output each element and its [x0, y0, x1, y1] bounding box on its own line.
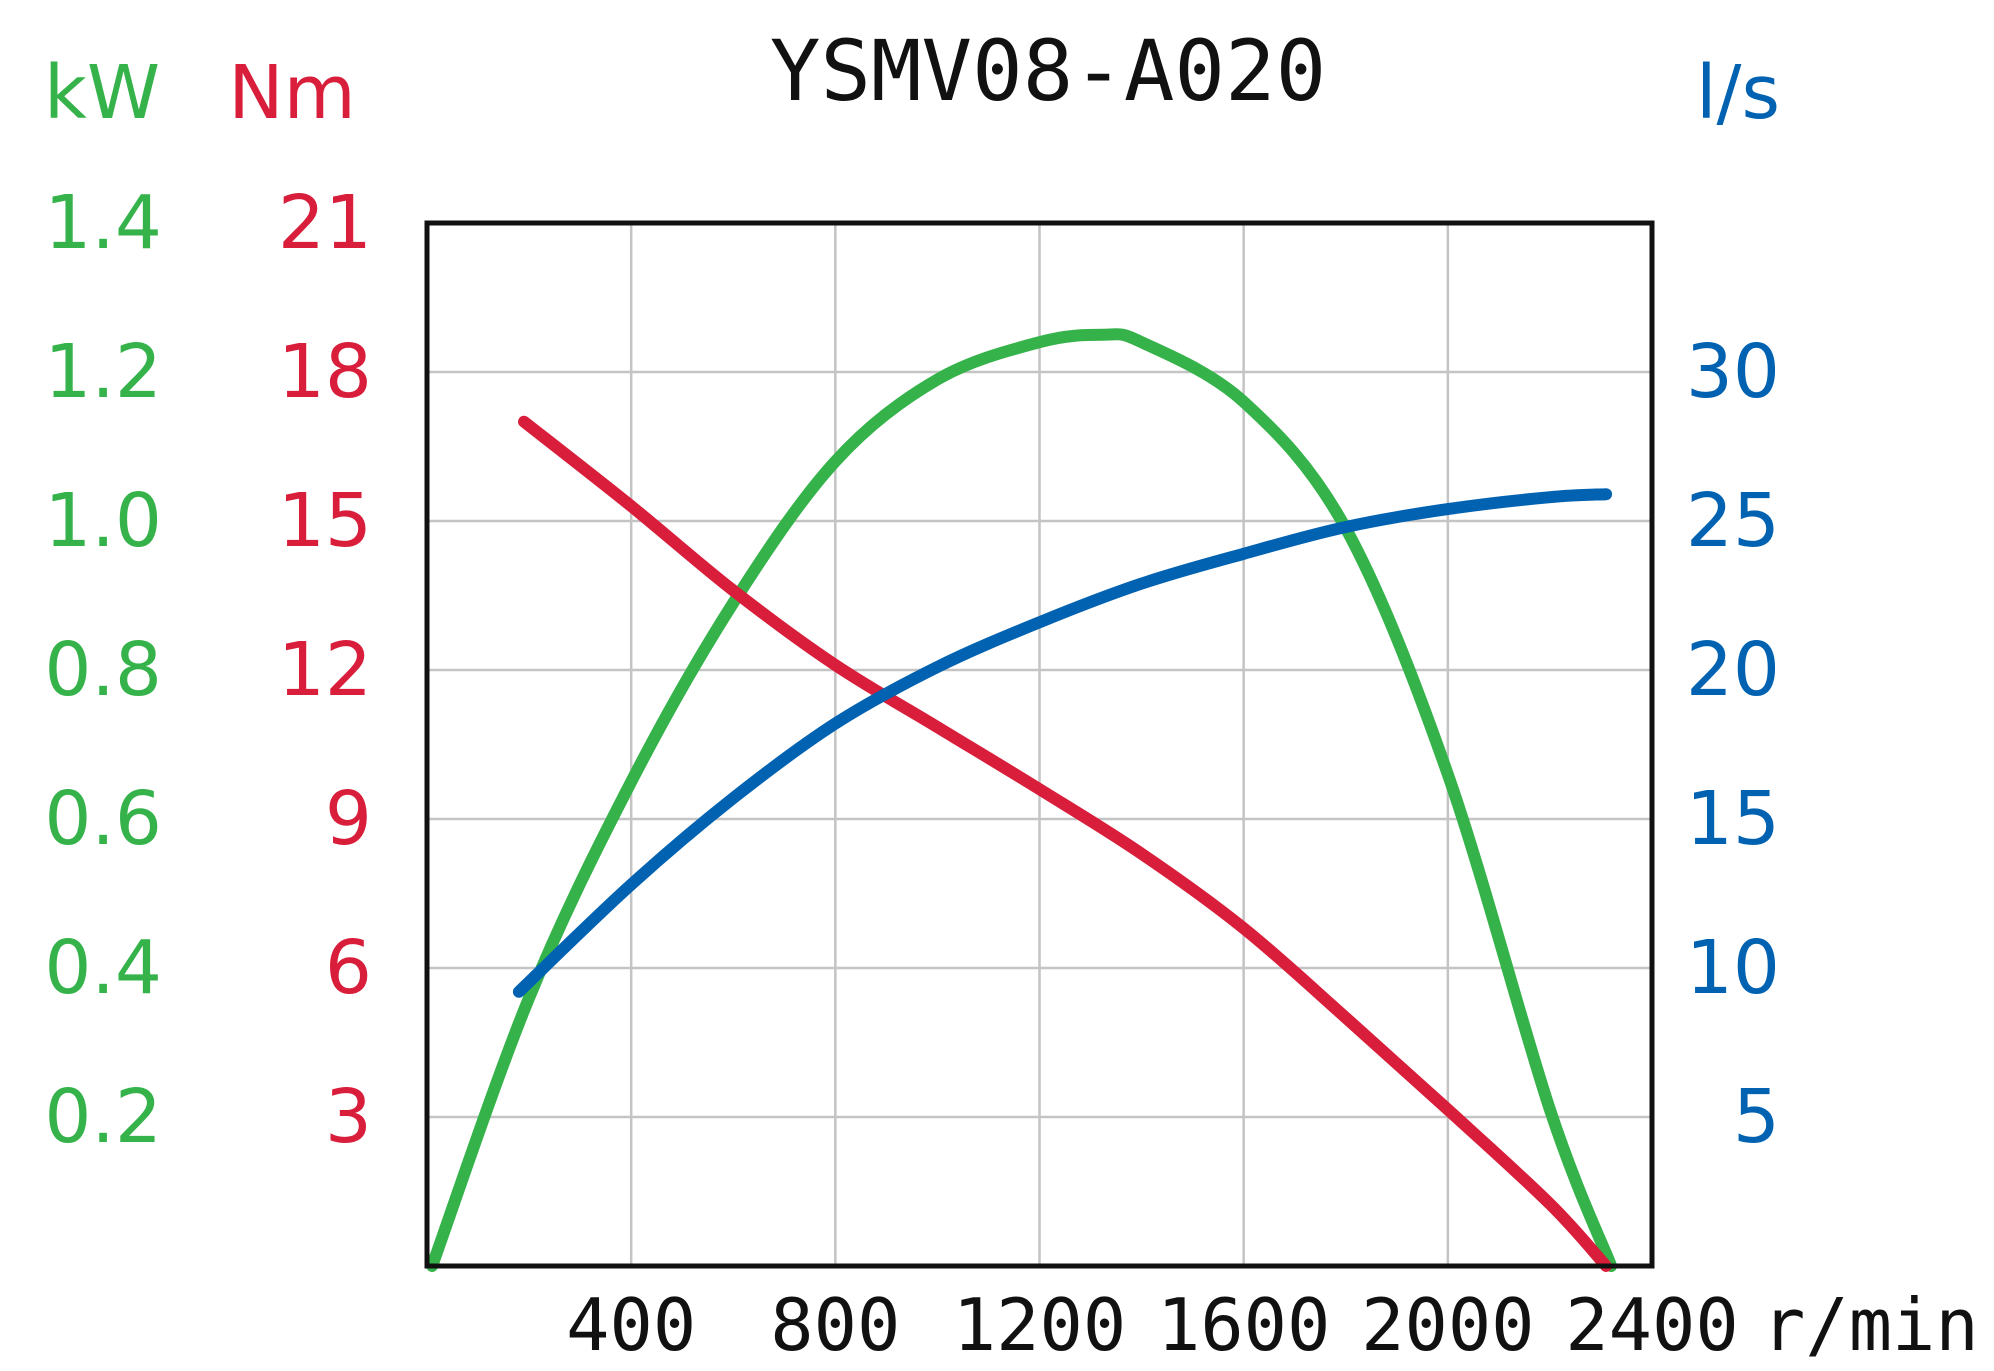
speed-tick-label: 400 [566, 1283, 696, 1366]
flow-tick-label: 20 [1686, 627, 1780, 713]
series-lines [426, 328, 1618, 1272]
flow-axis-ticks: 5 10 15 20 25 30 [1686, 329, 1780, 1160]
speed-tick-label: 1200 [953, 1283, 1126, 1366]
speed-tick-label: 2400 [1565, 1283, 1738, 1366]
torque-tick-label: 3 [325, 1074, 372, 1160]
flow-tick-label: 15 [1686, 776, 1780, 862]
speed-axis-unit: r/min [1762, 1283, 1979, 1366]
torque-curve [518, 415, 1613, 1272]
speed-tick-label: 800 [770, 1283, 900, 1366]
speed-tick-label: 2000 [1361, 1283, 1534, 1366]
power-tick-label: 0.6 [44, 776, 162, 862]
power-tick-label: 1.0 [44, 478, 162, 564]
power-tick-label: 0.8 [44, 627, 162, 713]
power-axis-unit: kW [44, 50, 160, 136]
speed-axis-ticks: 400 800 1200 1600 2000 2400 [566, 1283, 1739, 1367]
power-curve [426, 328, 1618, 1272]
torque-tick-label: 21 [278, 180, 372, 266]
power-tick-label: 0.4 [44, 925, 162, 1011]
chart-title: YSMV08-A020 [770, 22, 1326, 120]
flow-tick-label: 25 [1686, 478, 1780, 564]
torque-tick-label: 18 [278, 329, 372, 415]
grid-lines [427, 223, 1652, 1266]
power-tick-label: 1.2 [44, 329, 162, 415]
flow-curve [512, 488, 1613, 998]
torque-tick-label: 15 [278, 478, 372, 564]
speed-tick-label: 1600 [1157, 1283, 1330, 1366]
flow-tick-label: 5 [1733, 1074, 1780, 1160]
power-tick-label: 1.4 [44, 180, 162, 266]
torque-tick-label: 6 [325, 925, 372, 1011]
torque-axis-unit: Nm [228, 50, 355, 136]
torque-axis-ticks: 3 6 9 12 15 18 21 [278, 180, 372, 1160]
power-tick-label: 0.2 [44, 1074, 162, 1160]
flow-axis-unit: l/s [1696, 50, 1780, 136]
flow-tick-label: 10 [1686, 925, 1780, 1011]
torque-tick-label: 12 [278, 627, 372, 713]
plot-frame [424, 220, 1655, 1269]
flow-tick-label: 30 [1686, 329, 1780, 415]
torque-tick-label: 9 [325, 776, 372, 862]
power-axis-ticks: 0.2 0.4 0.6 0.8 1.0 1.2 1.4 [44, 180, 162, 1160]
